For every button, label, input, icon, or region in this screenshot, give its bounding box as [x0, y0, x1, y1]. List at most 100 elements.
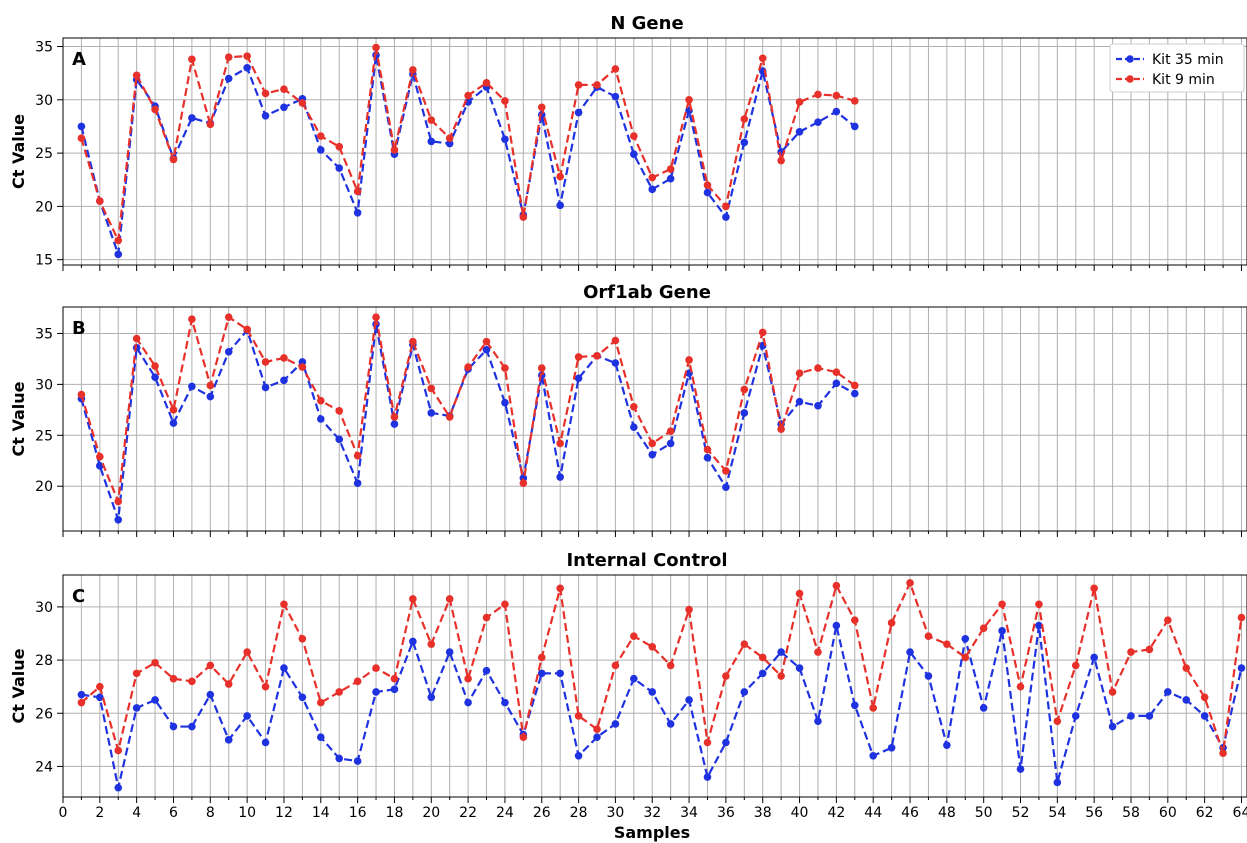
- x-tick-label: 50: [975, 805, 993, 821]
- data-point: [501, 135, 509, 144]
- data-point: [132, 704, 141, 712]
- y-tick-label: 24: [35, 759, 53, 775]
- data-point: [979, 704, 988, 712]
- data-point: [887, 744, 896, 752]
- y-tick-label: 25: [35, 146, 53, 162]
- data-point: [188, 677, 196, 686]
- data-point: [943, 741, 951, 749]
- data-point: [280, 85, 288, 93]
- data-point: [685, 96, 693, 104]
- panel-title: Internal Control: [566, 550, 727, 571]
- x-tick-label: 28: [570, 805, 588, 821]
- data-point: [519, 213, 528, 221]
- plot-frame: [62, 306, 1247, 532]
- y-tick-label: 15: [35, 253, 53, 269]
- x-tick-label: 54: [1048, 805, 1066, 821]
- data-point: [740, 640, 749, 648]
- data-point: [427, 137, 436, 146]
- data-point: [280, 103, 288, 112]
- plot-frame: [62, 37, 1247, 266]
- data-point: [832, 107, 841, 116]
- data-point: [593, 81, 601, 89]
- data-point: [611, 92, 620, 101]
- data-point: [96, 452, 104, 461]
- data-point: [703, 188, 712, 197]
- y-axis-label: Ct Value: [9, 381, 28, 456]
- data-point: [1071, 712, 1080, 720]
- data-point: [850, 616, 859, 624]
- data-point: [722, 467, 730, 475]
- data-point: [114, 236, 123, 245]
- data-point: [114, 250, 123, 259]
- data-point: [1071, 661, 1080, 670]
- legend: Kit 35 min Kit 9 min: [1109, 43, 1245, 93]
- data-point: [96, 693, 104, 702]
- data-point: [1053, 778, 1062, 787]
- data-point: [261, 682, 270, 691]
- data-point: [869, 704, 877, 712]
- data-point: [1090, 584, 1098, 593]
- y-tick-label: 35: [35, 40, 53, 56]
- data-point: [685, 605, 693, 614]
- series-kit-9-min: [77, 43, 859, 245]
- data-point: [777, 648, 785, 656]
- data-point: [556, 172, 564, 181]
- data-point: [482, 666, 491, 675]
- data-point: [814, 401, 822, 410]
- data-point: [445, 139, 454, 148]
- x-tick-label: 30: [606, 805, 624, 821]
- x-tick-label: 14: [312, 805, 330, 821]
- data-point: [261, 89, 270, 98]
- x-tick-label: 52: [1012, 805, 1030, 821]
- series-kit-9-min: [77, 579, 1246, 757]
- data-point: [464, 363, 472, 371]
- data-point: [409, 337, 417, 346]
- data-point: [353, 451, 362, 460]
- data-point: [1237, 664, 1246, 672]
- data-point: [777, 672, 785, 680]
- data-point: [316, 146, 325, 154]
- data-point: [96, 197, 104, 205]
- data-point: [777, 425, 785, 433]
- data-point: [740, 385, 749, 394]
- data-point: [427, 116, 436, 124]
- data-point: [132, 334, 141, 343]
- x-axis-label: Samples: [614, 823, 690, 842]
- data-point: [777, 156, 785, 165]
- data-point: [261, 383, 270, 392]
- data-point: [869, 751, 877, 760]
- data-point: [648, 173, 657, 182]
- x-tick-label: 32: [643, 805, 661, 821]
- series-line: [81, 625, 1243, 788]
- x-tick-label: 24: [496, 805, 514, 821]
- x-tick-label: 38: [754, 805, 772, 821]
- data-point: [1035, 621, 1043, 630]
- data-point: [372, 664, 380, 672]
- data-point: [372, 688, 380, 696]
- data-point: [850, 389, 859, 398]
- data-point: [1127, 648, 1135, 656]
- data-point: [409, 637, 417, 646]
- x-tick-label: 40: [791, 805, 809, 821]
- data-point: [611, 661, 620, 670]
- x-tick-label: 58: [1122, 805, 1140, 821]
- y-tick-label: 30: [35, 377, 53, 393]
- legend-label: Kit 9 min: [1152, 72, 1215, 88]
- data-point: [353, 757, 362, 765]
- data-point: [850, 122, 859, 131]
- y-tick-label: 26: [35, 706, 53, 722]
- data-point: [316, 396, 325, 405]
- y-axis-label: Ct Value: [9, 648, 28, 723]
- data-point: [740, 115, 749, 123]
- data-point: [556, 669, 564, 678]
- data-point: [740, 688, 749, 696]
- x-tick-label: 20: [422, 805, 440, 821]
- data-point: [722, 738, 730, 747]
- data-point: [427, 693, 436, 702]
- data-point: [77, 690, 86, 699]
- series-kit-35-min: [77, 320, 859, 524]
- data-point: [850, 381, 859, 390]
- data-point: [427, 409, 436, 417]
- x-tick-label: 8: [206, 805, 215, 821]
- data-point: [298, 635, 307, 643]
